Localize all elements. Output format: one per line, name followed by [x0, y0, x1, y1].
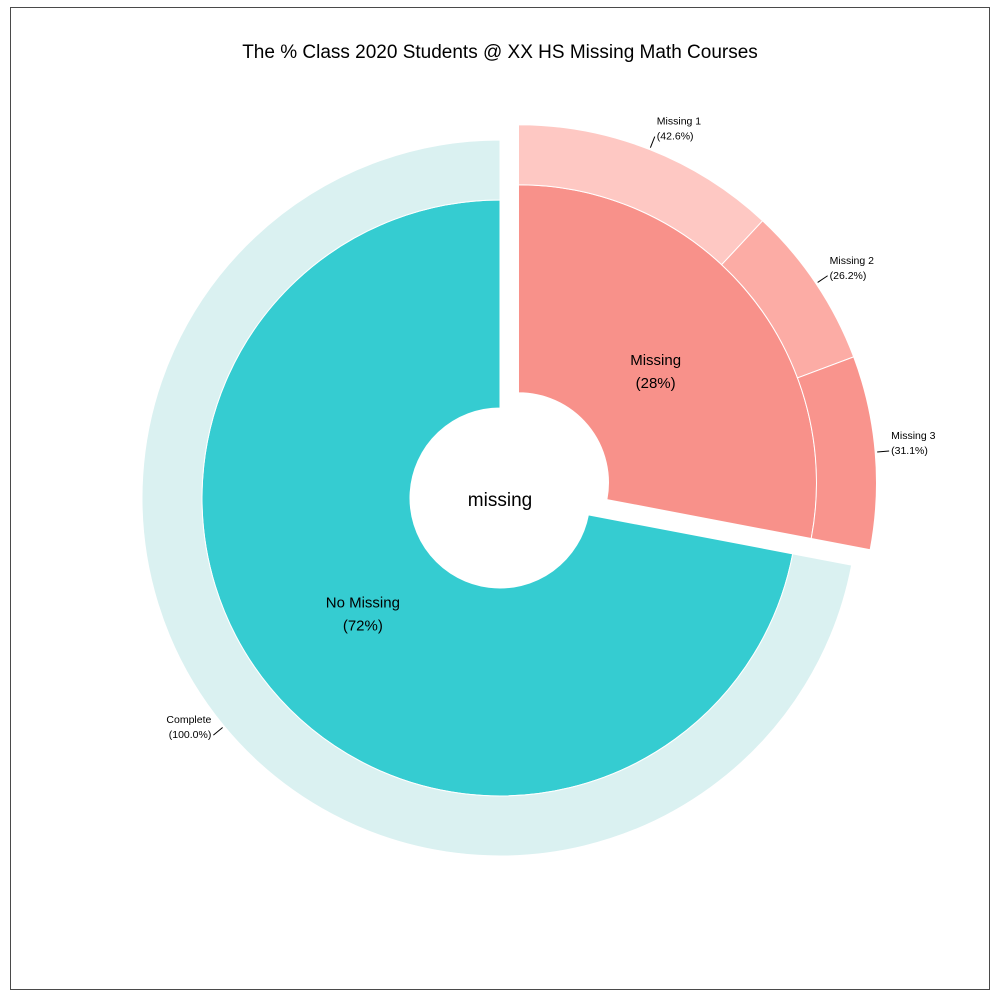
outer-slice-complete — [141, 139, 853, 857]
slice-pct-missing: (28%) — [636, 375, 676, 392]
leader-complete — [213, 727, 223, 736]
outer-label-missing-3: Missing 3 — [891, 430, 936, 442]
outer-label-missing-2: Missing 2 — [830, 255, 875, 267]
outer-slice-missing-3 — [796, 356, 877, 551]
slice-label-no-missing: No Missing — [326, 594, 400, 611]
outer-pct-missing-3: (31.1%) — [891, 445, 928, 457]
center-label: missing — [468, 490, 532, 511]
leader-missing-3 — [877, 450, 890, 453]
leader-missing-2 — [817, 275, 828, 283]
slice-label-missing: Missing — [630, 352, 681, 369]
slice-pct-no-missing: (72%) — [343, 617, 383, 634]
outer-label-complete: Complete — [166, 714, 211, 726]
outer-pct-complete: (100.0%) — [169, 729, 212, 741]
outer-pct-missing-1: (42.6%) — [657, 131, 694, 143]
leader-missing-1 — [649, 136, 656, 148]
outer-pct-missing-2: (26.2%) — [830, 270, 867, 282]
chart-title: The % Class 2020 Students @ XX HS Missin… — [242, 42, 758, 63]
outer-label-missing-1: Missing 1 — [657, 116, 702, 128]
